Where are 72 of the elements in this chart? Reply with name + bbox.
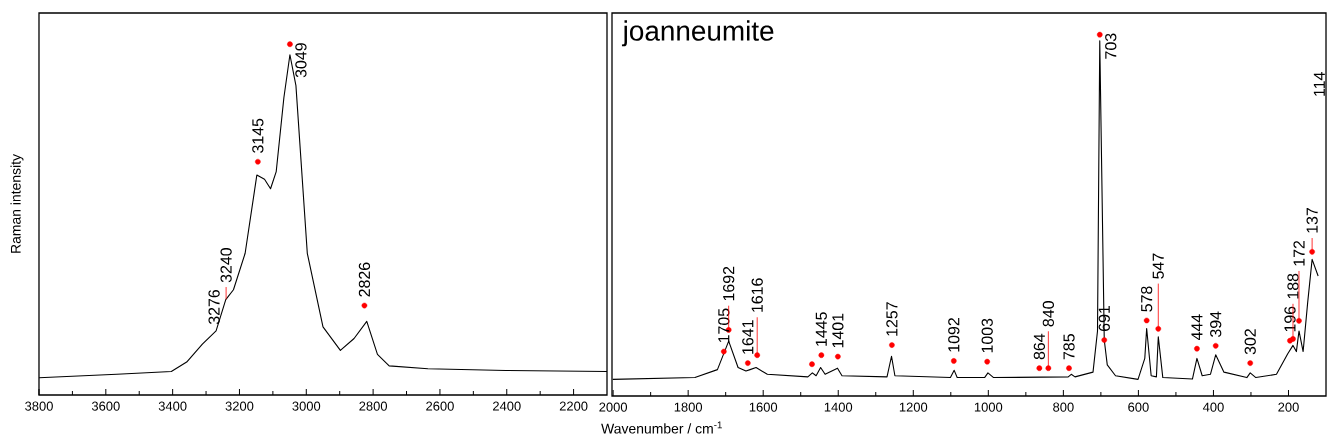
annotation: 188 <box>1287 273 1299 299</box>
x-tick-label: 600 <box>1128 402 1149 412</box>
x-tick-label: 3400 <box>158 401 187 411</box>
annotation: 302 <box>1244 329 1256 355</box>
x-tick-label: 1000 <box>974 402 1003 412</box>
annotation: 785 <box>1063 334 1075 360</box>
point <box>1247 360 1254 366</box>
point <box>835 353 841 360</box>
annotation: 840 <box>1042 301 1054 327</box>
x-tick-label: 1800 <box>674 402 703 412</box>
point <box>745 360 751 366</box>
x-tick-label: 2600 <box>426 401 454 411</box>
chart-title: joanneumite <box>621 20 774 47</box>
annotation: 3145 <box>252 118 264 153</box>
point <box>1296 318 1302 324</box>
point <box>1066 365 1072 371</box>
annotation: 578 <box>1141 286 1153 312</box>
x-tick-label: 2000 <box>599 402 628 412</box>
x-tick-label: 3000 <box>292 401 321 411</box>
annotation: 691 <box>1098 305 1110 331</box>
x-tick-label: 800 <box>1053 402 1074 412</box>
x-tick-label: 1200 <box>899 402 928 412</box>
annotation: 1641 <box>742 320 754 354</box>
annotation: 547 <box>1152 253 1164 279</box>
x-tick-label: 2800 <box>359 401 388 411</box>
point <box>1194 345 1200 352</box>
annotation: 1445 <box>815 312 827 346</box>
annotation: 864 <box>1033 333 1045 360</box>
point <box>818 352 825 358</box>
y-axis-title: Raman intensity <box>10 154 24 253</box>
x-tick-label: 1400 <box>824 402 853 412</box>
point <box>1096 31 1103 38</box>
annotation: 1692 <box>723 266 735 301</box>
x-tick-label: 3600 <box>91 401 120 411</box>
x-tick-label: 2200 <box>559 401 588 411</box>
point <box>1101 337 1108 343</box>
point <box>984 358 990 365</box>
annotation: 114 <box>1313 72 1325 96</box>
point <box>951 358 957 364</box>
x-tick-label: 400 <box>1202 402 1224 412</box>
x-tick-label: 2400 <box>493 401 521 411</box>
annotation: 394 <box>1210 311 1222 337</box>
annotation: 444 <box>1191 314 1203 341</box>
point <box>754 352 760 358</box>
annotation: 1257 <box>886 302 898 336</box>
point <box>1155 326 1162 332</box>
annotation: 703 <box>1105 33 1117 59</box>
annotation: 3049 <box>295 43 307 78</box>
annotation: 172 <box>1293 240 1305 266</box>
annotation: 1003 <box>981 318 993 353</box>
annotation: 1401 <box>832 313 844 348</box>
point <box>1036 365 1043 371</box>
annotation: 137 <box>1306 208 1318 233</box>
annotation: 196 <box>1284 306 1296 332</box>
point <box>1143 317 1150 324</box>
point <box>809 361 815 367</box>
point <box>1212 342 1219 349</box>
annotation: 2826 <box>358 262 371 297</box>
x-tick-label: 3200 <box>225 401 254 411</box>
point <box>1309 249 1315 255</box>
point <box>1045 365 1052 371</box>
annotation: 1705 <box>718 308 730 343</box>
point <box>721 348 727 355</box>
x-tick-label: 1600 <box>749 402 778 412</box>
x-axis-title: Wavenumber / cm$^{-1}$ <box>601 421 722 434</box>
annotation: 3276 <box>208 289 220 325</box>
annotation: 1616 <box>751 278 763 312</box>
annotation: 1092 <box>948 318 960 352</box>
point <box>889 342 895 348</box>
annotation: 3240 <box>220 248 232 283</box>
x-tick-label: 3800 <box>25 401 53 411</box>
x-tick-label: 200 <box>1278 402 1299 412</box>
